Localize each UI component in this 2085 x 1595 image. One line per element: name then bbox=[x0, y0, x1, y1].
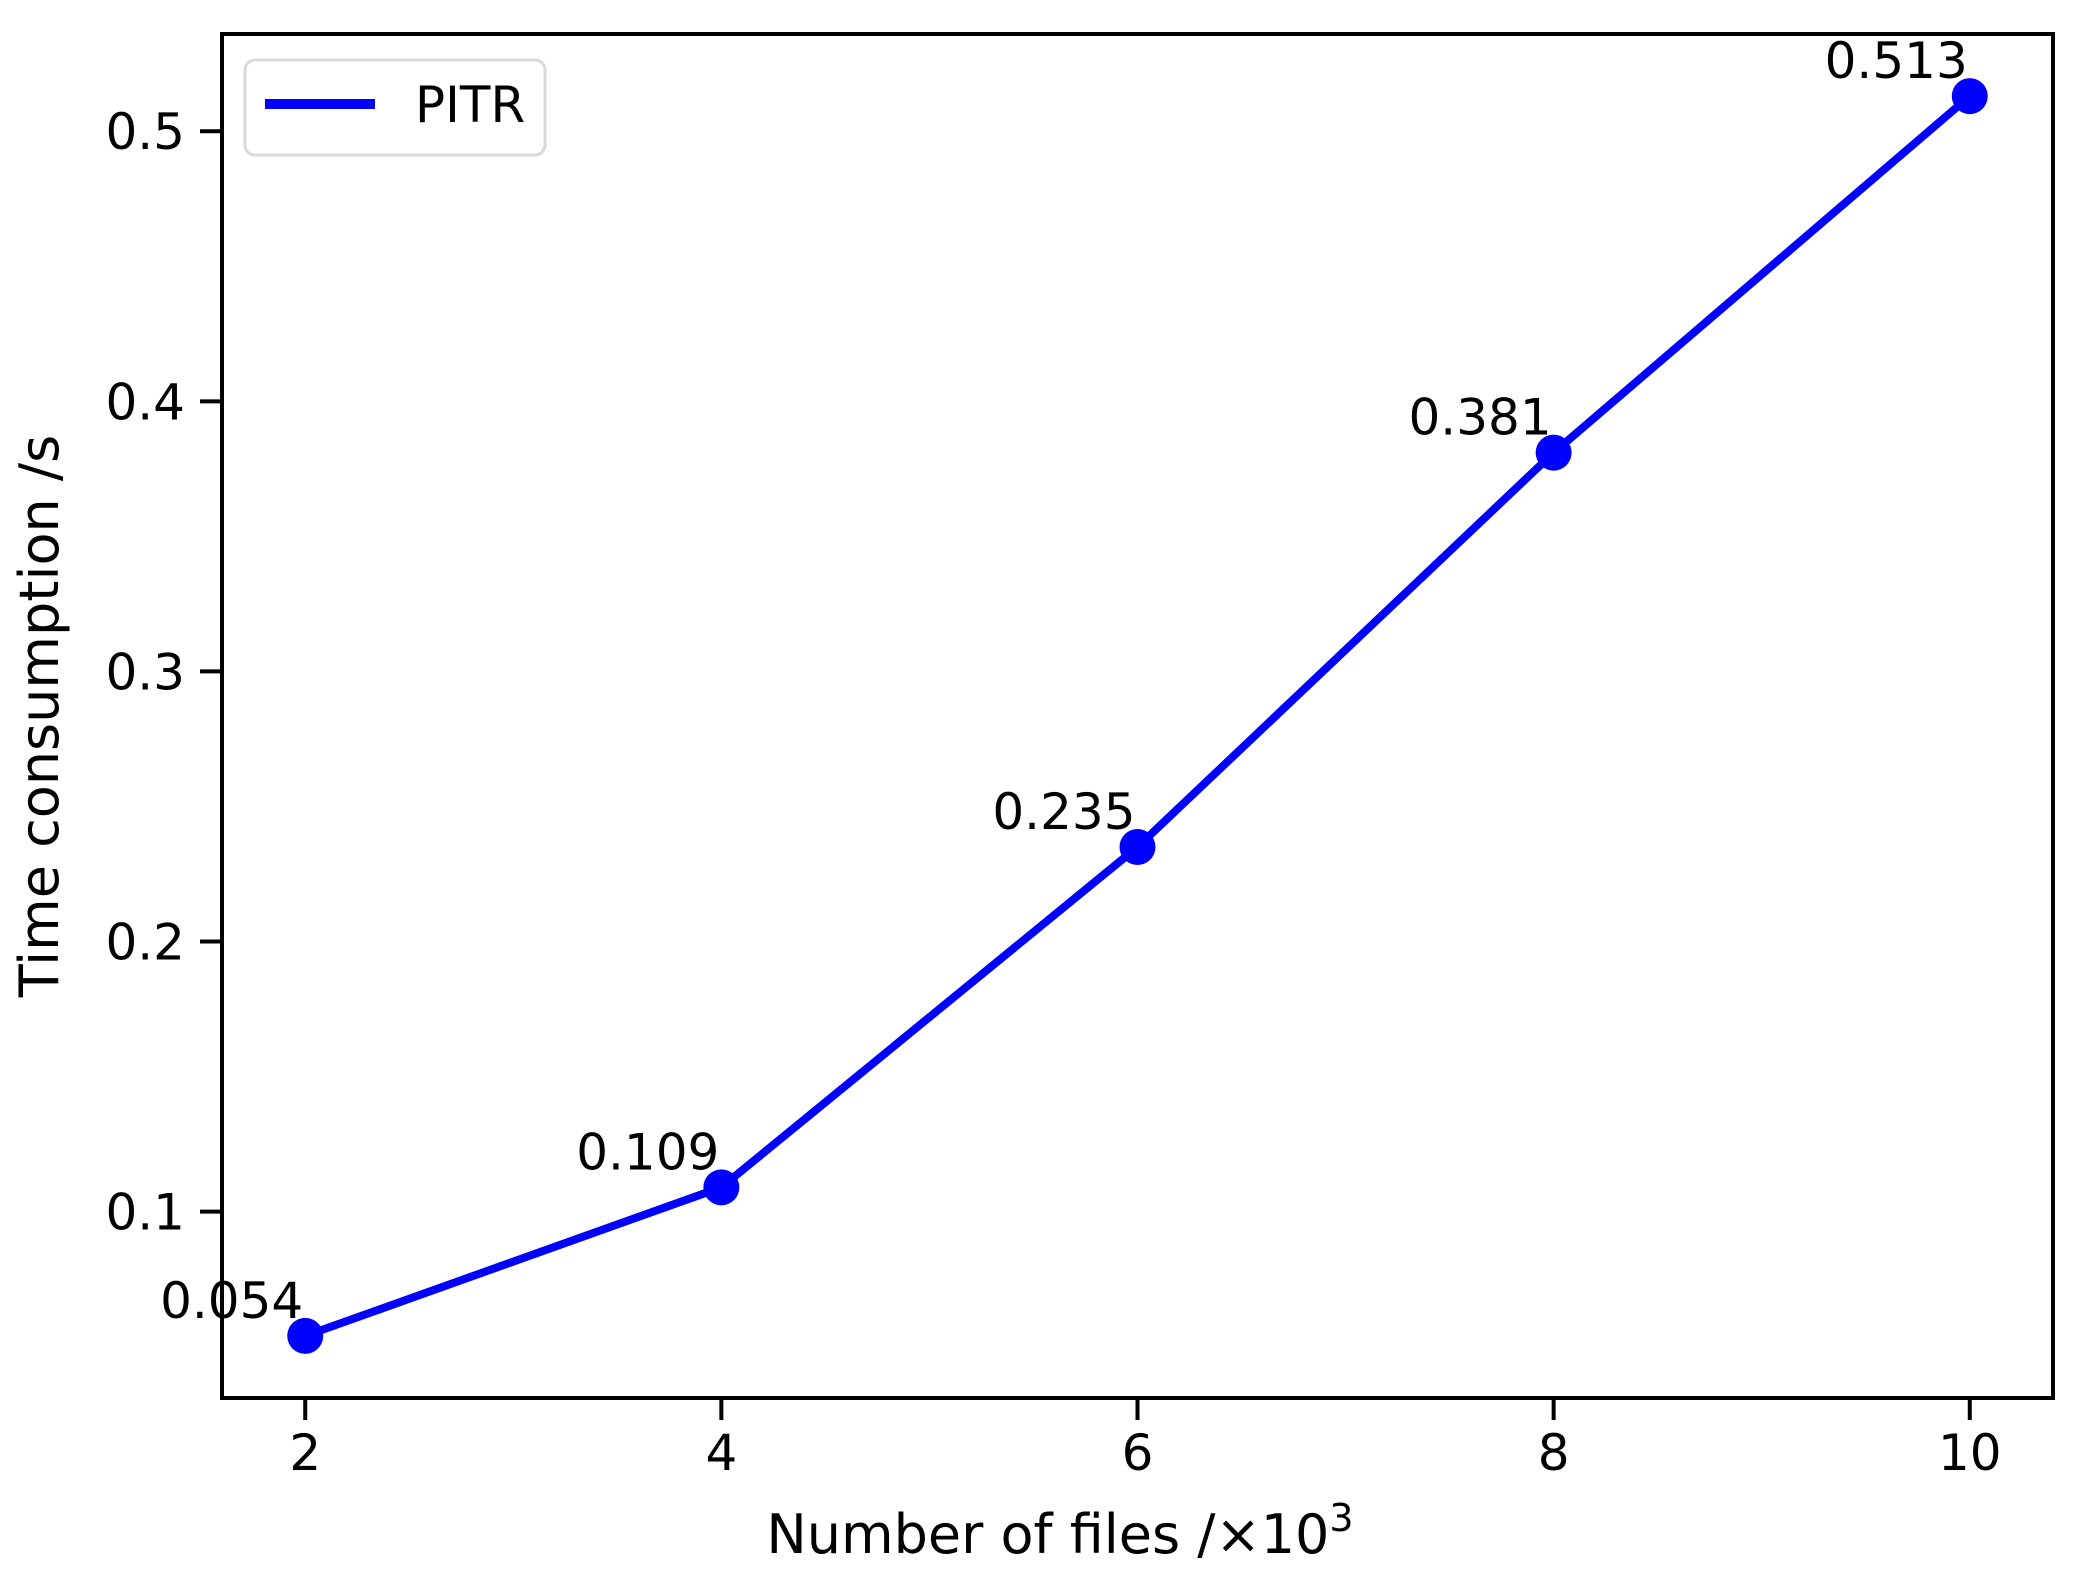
y-axis-label: Time consumption /s bbox=[8, 435, 71, 998]
y-tick-label: 0.3 bbox=[105, 643, 185, 701]
x-tick-label: 6 bbox=[1122, 1424, 1154, 1482]
data-point-marker bbox=[1119, 828, 1156, 865]
x-axis-label-main: Number of files /× bbox=[766, 1503, 1260, 1566]
y-tick-label: 0.2 bbox=[105, 914, 185, 972]
data-point-label: 0.235 bbox=[992, 783, 1135, 841]
legend: PITR bbox=[243, 58, 547, 157]
x-axis-label-base: 10 bbox=[1261, 1503, 1330, 1566]
y-tick-label: 0.4 bbox=[105, 373, 185, 431]
axis-ticks: 0.1 0.2 0.3 0.4 0.5 2 4 6 8 10 bbox=[105, 103, 2001, 1482]
legend-box bbox=[243, 58, 547, 157]
data-series: 0.054 0.109 0.235 0.381 0.513 bbox=[160, 32, 1988, 1354]
x-tick-label: 8 bbox=[1538, 1424, 1570, 1482]
data-point-label: 0.054 bbox=[160, 1272, 303, 1330]
x-tick-label: 2 bbox=[289, 1424, 321, 1482]
x-axis-label-superscript: 3 bbox=[1329, 1496, 1353, 1540]
data-point-marker bbox=[1535, 434, 1572, 471]
data-point-label: 0.513 bbox=[1825, 32, 1968, 90]
series-line-pitr bbox=[301, 92, 1974, 1340]
x-tick-label: 4 bbox=[705, 1424, 737, 1482]
data-point-label: 0.109 bbox=[576, 1123, 719, 1181]
data-point-marker bbox=[1951, 78, 1988, 115]
plot-area bbox=[220, 32, 2055, 1400]
y-tick-label: 0.5 bbox=[105, 103, 185, 161]
data-point-marker bbox=[287, 1317, 324, 1354]
data-point-marker bbox=[703, 1169, 740, 1206]
data-point-label: 0.381 bbox=[1408, 389, 1551, 447]
x-axis-label: Number of files /×103 bbox=[766, 1496, 1353, 1566]
x-tick-label: 10 bbox=[1938, 1424, 2002, 1482]
legend-entry-pitr: PITR bbox=[415, 76, 525, 134]
y-tick-label: 0.1 bbox=[105, 1184, 185, 1242]
